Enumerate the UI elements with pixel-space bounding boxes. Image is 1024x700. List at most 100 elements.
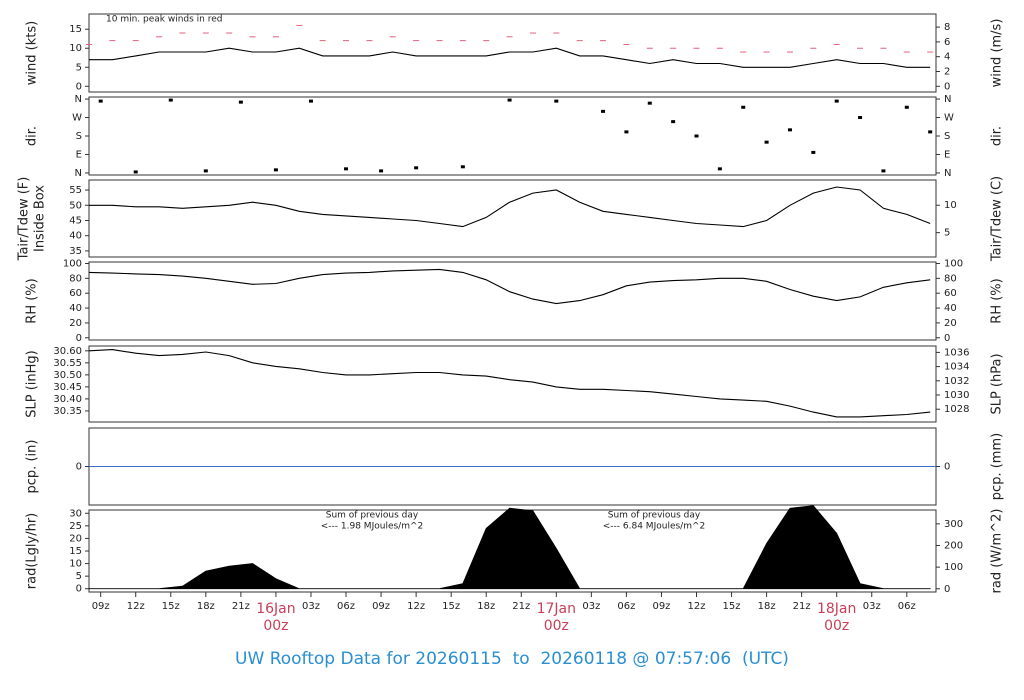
- point: [133, 170, 138, 174]
- y2-axis-label: RH (%): [990, 278, 1005, 323]
- y2-tick-label: 1034: [944, 362, 969, 373]
- y-tick-label: 0: [76, 462, 82, 473]
- y-axis-label: SLP (inHg): [25, 350, 40, 418]
- y-tick-label: 0: [76, 81, 82, 92]
- x-tick-label: 18z: [758, 601, 776, 612]
- y-tick-label: 0: [76, 584, 82, 595]
- x-tick-label: 12z: [127, 601, 145, 612]
- y2-tick-label: 2: [944, 67, 950, 78]
- point: [344, 167, 349, 171]
- y-tick-label: 15: [69, 546, 82, 557]
- y-tick-label: 30.55: [53, 358, 82, 369]
- y-tick-label: 15: [69, 24, 82, 35]
- y2-tick-label: 200: [944, 540, 963, 551]
- point: [811, 150, 816, 154]
- point: [858, 116, 863, 120]
- y2-axis-label: SLP (hPa): [990, 353, 1005, 414]
- x-day-sublabel: 00z: [263, 618, 288, 634]
- y2-tick-label: 0: [944, 584, 950, 595]
- x-tick-label: 21z: [512, 601, 530, 612]
- panel-frame: [88, 13, 937, 93]
- y2-tick-label: 60: [944, 288, 957, 299]
- y-tick-label: 20: [69, 533, 82, 544]
- x-tick-label: 15z: [442, 601, 460, 612]
- series-line: [88, 349, 931, 418]
- x-tick-label: 06z: [617, 601, 635, 612]
- x-day-sublabel: 00z: [824, 618, 849, 634]
- y-axis-label: Inside Box: [33, 185, 48, 252]
- annotation: Sum of previous day: [608, 511, 701, 521]
- x-tick-label: 21z: [232, 601, 250, 612]
- y-tick-label: 40: [69, 303, 82, 314]
- y2-tick-label: 1030: [944, 390, 969, 401]
- series-line: [89, 186, 931, 228]
- y2-tick-label: 1028: [944, 404, 969, 415]
- point: [460, 165, 465, 169]
- y-axis-label: pcp. (in): [25, 440, 40, 494]
- y-tick-label: W: [72, 113, 82, 124]
- y-tick-label: E: [76, 149, 82, 160]
- point: [717, 167, 722, 171]
- y2-tick-label: 8: [944, 22, 950, 33]
- x-tick-label: 03z: [863, 601, 881, 612]
- y-tick-label: 10: [69, 43, 82, 54]
- y-axis-label: Tair/Tdew (F): [17, 177, 32, 262]
- point: [414, 166, 419, 170]
- x-tick-label: 03z: [302, 601, 320, 612]
- y2-tick-label: 0: [944, 333, 950, 344]
- point: [694, 134, 699, 138]
- panel-frame: [88, 261, 937, 341]
- y-tick-label: 40: [69, 231, 82, 242]
- page-title: UW Rooftop Data for 20260115 to 20260118…: [235, 649, 789, 669]
- x-tick-label: 09z: [372, 601, 390, 612]
- y-tick-label: 30.40: [53, 394, 82, 405]
- x-tick-label: 21z: [793, 601, 811, 612]
- point: [168, 98, 173, 102]
- y-tick-label: 100: [63, 258, 82, 269]
- annotation: <--- 6.84 MJoules/m^2: [603, 522, 705, 532]
- y2-tick-label: 5: [944, 228, 950, 239]
- series-line: [88, 268, 931, 305]
- point: [787, 128, 792, 132]
- x-tick-label: 15z: [162, 601, 180, 612]
- point: [98, 99, 103, 103]
- x-tick-label: 06z: [898, 601, 916, 612]
- y-axis-label: dir.: [25, 126, 40, 146]
- y2-tick-label: 100: [944, 258, 963, 269]
- y2-axis-label: dir.: [990, 126, 1005, 146]
- y-tick-label: 20: [69, 318, 82, 329]
- y-tick-label: 10: [69, 559, 82, 570]
- y-tick-label: 35: [69, 246, 82, 257]
- y-tick-label: 50: [69, 200, 82, 211]
- y2-tick-label: 6: [944, 37, 950, 48]
- y2-tick-label: S: [944, 131, 950, 142]
- y2-axis-label: wind (m/s): [990, 19, 1005, 88]
- x-day-sublabel: 00z: [544, 618, 569, 634]
- y-tick-label: 0: [76, 333, 82, 344]
- y-tick-label: 55: [69, 185, 82, 196]
- y2-tick-label: 40: [944, 303, 957, 314]
- series-area: [88, 505, 931, 590]
- y2-axis-label: rad (W/m^2): [990, 509, 1005, 594]
- y2-tick-label: N: [944, 168, 951, 179]
- y2-tick-label: 10: [944, 200, 957, 211]
- y2-tick-label: 100: [944, 562, 963, 573]
- y-tick-label: 30.45: [53, 382, 82, 393]
- x-day-label: 16Jan: [256, 601, 295, 617]
- y2-tick-label: N: [944, 94, 951, 105]
- y-axis-label: RH (%): [25, 278, 40, 323]
- point: [881, 169, 886, 173]
- y-tick-label: 5: [76, 62, 82, 73]
- annotation: <--- 1.98 MJoules/m^2: [321, 522, 423, 532]
- y-tick-label: 60: [69, 288, 82, 299]
- point: [741, 105, 746, 109]
- y-tick-label: 25: [69, 521, 82, 532]
- y2-tick-label: E: [944, 149, 950, 160]
- y-tick-label: 30.35: [53, 406, 82, 417]
- x-tick-label: 06z: [337, 601, 355, 612]
- panel-frame: [88, 96, 937, 176]
- x-tick-label: 09z: [652, 601, 670, 612]
- annotation: 10 min. peak winds in red: [106, 15, 223, 25]
- point: [238, 100, 243, 104]
